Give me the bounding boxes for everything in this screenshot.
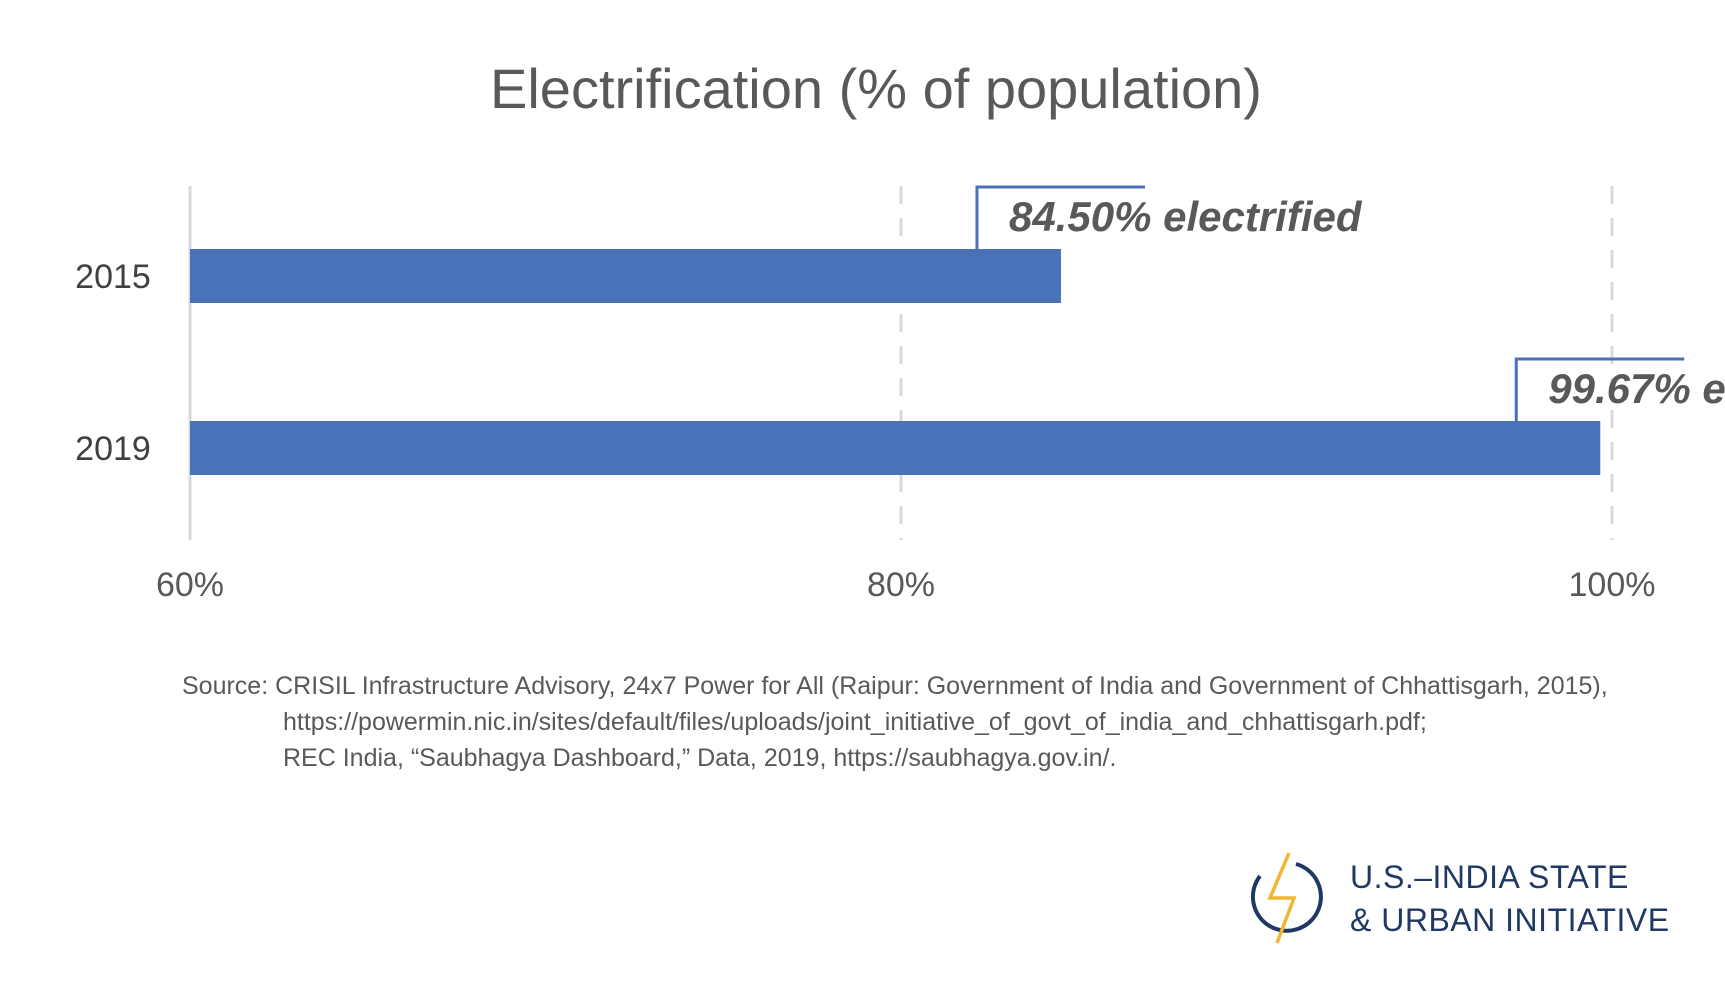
source-line-2: https://powermin.nic.in/sites/default/fi… (283, 708, 1427, 736)
logo-wordmark: U.S.–INDIA STATE & URBAN INITIATIVE (1350, 856, 1670, 942)
source-line-1: Source: CRISIL Infrastructure Advisory, … (182, 672, 1608, 700)
chart-title: Electrification (% of population) (490, 57, 1262, 120)
annotation-callout-line (1514, 357, 1685, 421)
annotation-label: 84.50% electrified (1009, 193, 1363, 240)
logo-line-2: & URBAN INITIATIVE (1350, 902, 1670, 938)
us-india-initiative-logo: U.S.–INDIA STATE & URBAN INITIATIVE (1240, 848, 1669, 948)
bar-2015 (190, 249, 1061, 303)
annotations: 84.50% electrified 99.67% electrified (975, 185, 1725, 421)
annotation-callout-line (975, 185, 1145, 249)
x-tick-label: 80% (867, 566, 935, 604)
source-line-3: REC India, “Saubhagya Dashboard,” Data, … (283, 744, 1117, 772)
grid-lines (188, 186, 1614, 540)
lightning-bolt-icon (1250, 852, 1323, 944)
category-label: 2015 (75, 258, 151, 296)
axis-labels: 60% 80% 100% 2015 2019 (75, 258, 1655, 604)
bar-2019 (190, 421, 1601, 475)
bars (190, 249, 1601, 475)
logo-line-1: U.S.–INDIA STATE (1350, 859, 1629, 895)
x-tick-label: 60% (156, 566, 224, 604)
x-tick-label: 100% (1569, 566, 1656, 604)
annotation-label: 99.67% electrified (1548, 365, 1725, 412)
source-note: Source: CRISIL Infrastructure Advisory, … (182, 668, 1702, 776)
category-label: 2019 (75, 430, 151, 468)
